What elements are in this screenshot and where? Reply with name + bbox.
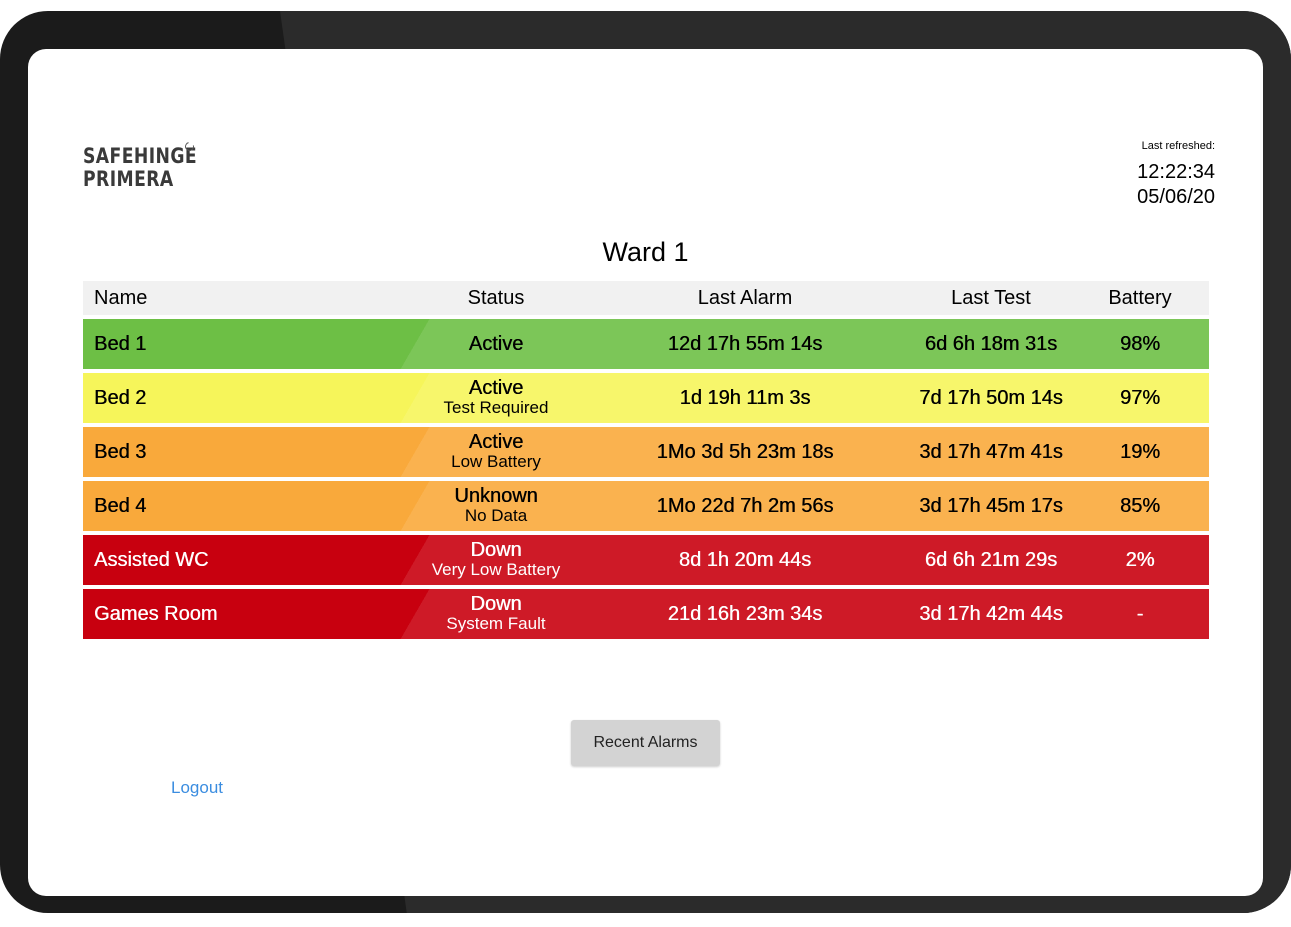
column-header-last-test: Last Test <box>951 286 1031 309</box>
row-last-test: 6d 6h 18m 31s <box>924 332 1058 355</box>
status-table: Name Status Last Alarm Last Test Battery… <box>83 281 1209 643</box>
page-title: Ward 1 <box>602 237 689 267</box>
column-header-battery: Battery <box>1108 286 1172 309</box>
column-header-status: Status <box>467 286 525 309</box>
screen: SAFEHINGE PRIMERA Last refreshed: 12:22:… <box>28 49 1263 896</box>
status-sub: System Fault <box>446 614 546 633</box>
row-battery: 98% <box>1119 332 1161 355</box>
status-sub: Test Required <box>443 398 549 417</box>
row-battery: 97% <box>1119 386 1161 409</box>
row-last-alarm: 1Mo 3d 5h 23m 18s <box>656 440 834 463</box>
row-name: Assisted WC <box>94 548 209 571</box>
table-header: Name Status Last Alarm Last Test Battery <box>83 281 1209 315</box>
status-main: Active <box>468 431 524 453</box>
row-name: Bed 2 <box>94 386 147 409</box>
row-name: Bed 1 <box>94 332 147 355</box>
row-name: Bed 3 <box>94 440 147 463</box>
last-refreshed-date: 05/06/20 <box>1137 186 1215 208</box>
table-row[interactable]: Bed 2 Active Test Required 1d 19h 11m 3s 7d … <box>83 373 1209 423</box>
table-row[interactable]: Bed 3 Active Low Battery 1Mo 3d 5h 23m 18s 3… <box>83 427 1209 477</box>
status-sub: No Data <box>464 506 528 525</box>
last-refreshed-label: Last refreshed: <box>1141 140 1215 152</box>
row-last-test: 3d 17h 42m 44s <box>919 602 1063 625</box>
row-last-test: 6d 6h 21m 29s <box>924 548 1058 571</box>
row-battery: 85% <box>1119 494 1161 517</box>
row-last-alarm: 8d 1h 20m 44s <box>678 548 812 571</box>
brand-line-1: SAFEHINGE <box>83 144 198 168</box>
status-main: Unknown <box>454 485 538 507</box>
row-status: Unknown No Data <box>413 485 579 525</box>
table-row[interactable]: Assisted WC Down Very Low Battery 8d 1h 20m… <box>83 535 1209 585</box>
status-main: Active <box>468 332 524 355</box>
row-battery: 19% <box>1119 440 1161 463</box>
row-last-alarm: 21d 16h 23m 34s <box>667 602 823 625</box>
row-status: Active <box>413 332 579 355</box>
row-status: Down Very Low Battery <box>413 539 579 579</box>
table-row[interactable]: Bed 1 Active 12d 17h 55m 14s 6d 6h 18m 31s 9… <box>83 319 1209 369</box>
table-row[interactable]: Games Room Down System Fault 21d 16h 23m 34… <box>83 589 1209 639</box>
row-last-test: 3d 17h 45m 17s <box>919 494 1063 517</box>
brand-logo: SAFEHINGE PRIMERA <box>83 145 197 191</box>
recent-alarms-button[interactable]: Recent Alarms <box>571 720 720 766</box>
row-battery: - <box>1136 602 1144 625</box>
status-sub: Low Battery <box>451 452 541 471</box>
logout-link[interactable]: Logout <box>171 778 223 797</box>
row-name: Games Room <box>94 602 218 625</box>
row-battery: 2% <box>1125 548 1155 571</box>
row-last-alarm: 1Mo 22d 7h 2m 56s <box>656 494 834 517</box>
status-main: Down <box>470 539 522 561</box>
column-header-last-alarm: Last Alarm <box>697 286 793 309</box>
last-refreshed-time: 12:22:34 <box>1137 161 1215 183</box>
table-body: Bed 1 Active 12d 17h 55m 14s 6d 6h 18m 31s 9… <box>83 319 1209 639</box>
last-refreshed: Last refreshed: 12:22:34 05/06/20 <box>1137 140 1215 210</box>
column-header-name: Name <box>94 286 148 309</box>
tablet-frame: SAFEHINGE PRIMERA Last refreshed: 12:22:… <box>0 11 1291 913</box>
brand-line-2: PRIMERA <box>83 167 174 191</box>
status-main: Down <box>470 593 522 615</box>
row-last-alarm: 12d 17h 55m 14s <box>667 332 823 355</box>
row-status: Down System Fault <box>413 593 579 633</box>
row-last-test: 3d 17h 47m 41s <box>919 440 1063 463</box>
row-status: Active Test Required <box>413 377 579 417</box>
row-last-test: 7d 17h 50m 14s <box>919 386 1063 409</box>
status-sub: Very Low Battery <box>431 560 561 579</box>
row-name: Bed 4 <box>94 494 147 517</box>
status-main: Active <box>468 377 524 399</box>
table-row[interactable]: Bed 4 Unknown No Data 1Mo 22d 7h 2m 56s 3d 1… <box>83 481 1209 531</box>
row-last-alarm: 1d 19h 11m 3s <box>679 386 811 409</box>
row-status: Active Low Battery <box>413 431 579 471</box>
